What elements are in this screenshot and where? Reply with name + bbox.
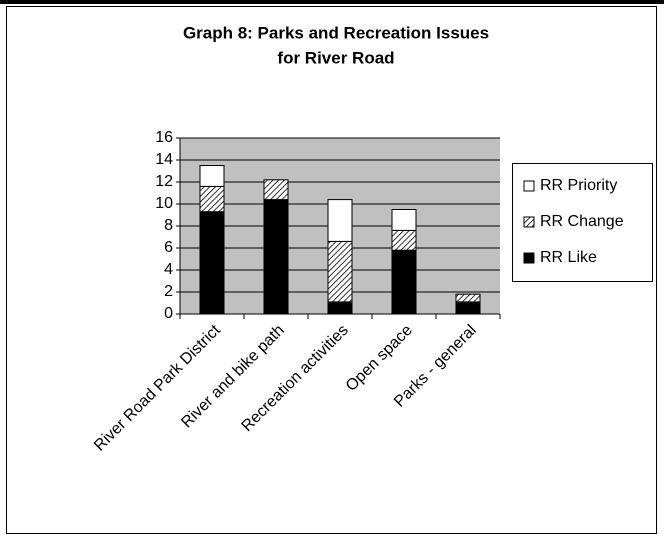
- y-tick-label: 4: [164, 261, 173, 278]
- bar-segment: [391, 249, 417, 315]
- bar-segment: [455, 293, 481, 303]
- y-tick-label: 14: [155, 151, 173, 168]
- y-tick-label: 10: [155, 195, 173, 212]
- bar-segment: [199, 185, 225, 213]
- y-tick-label: 12: [155, 173, 173, 190]
- legend-box: [512, 163, 653, 282]
- bar-segment: [263, 179, 289, 201]
- legend-swatch: [523, 216, 535, 228]
- legend-label: RR Change: [540, 213, 624, 230]
- bar-segment: [391, 209, 417, 231]
- y-tick-label: 0: [164, 305, 173, 322]
- y-tick-label: 6: [164, 239, 173, 256]
- bar-segment: [327, 240, 353, 303]
- chart-title: Graph 8: Parks and Recreation Issues: [183, 23, 489, 42]
- bar-segment: [327, 301, 353, 315]
- chart-title: for River Road: [277, 48, 394, 67]
- bar-segment: [327, 199, 353, 242]
- y-tick-label: 8: [164, 217, 173, 234]
- bar-segment: [199, 165, 225, 187]
- legend-swatch: [523, 180, 535, 192]
- bar-segment: [199, 211, 225, 315]
- y-tick-label: 16: [155, 129, 173, 146]
- top-border: [0, 0, 664, 4]
- legend-swatch: [523, 252, 535, 264]
- bar-segment: [391, 229, 417, 251]
- legend-label: RR Priority: [540, 177, 617, 194]
- y-tick-label: 2: [164, 283, 173, 300]
- bar-segment: [263, 199, 289, 315]
- bar-segment: [455, 301, 481, 315]
- legend-label: RR Like: [540, 249, 597, 266]
